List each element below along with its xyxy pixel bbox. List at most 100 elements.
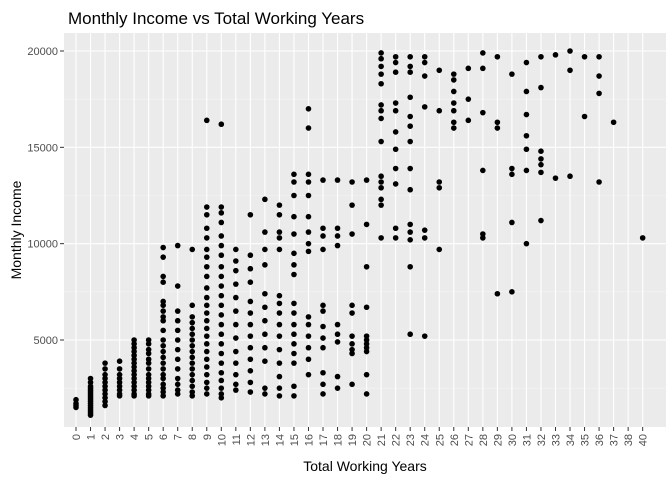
data-point xyxy=(349,310,355,316)
data-point xyxy=(116,375,123,382)
data-point xyxy=(203,385,210,391)
data-point xyxy=(160,348,166,355)
data-point xyxy=(291,213,297,220)
data-point xyxy=(480,231,486,237)
data-point xyxy=(131,368,137,374)
data-point xyxy=(407,165,413,172)
chart-title: Monthly Income vs Total Working Years xyxy=(68,9,364,28)
data-point xyxy=(131,337,137,343)
data-point xyxy=(291,262,297,268)
x-tick-label: 6 xyxy=(158,434,170,440)
data-point xyxy=(116,358,123,364)
data-point xyxy=(218,302,225,309)
data-point xyxy=(349,341,355,347)
data-point xyxy=(131,356,137,363)
data-point xyxy=(203,310,210,316)
data-point xyxy=(334,233,341,239)
data-point xyxy=(596,53,602,60)
data-point xyxy=(189,246,196,253)
x-tick-label: 34 xyxy=(565,434,577,446)
data-point xyxy=(203,371,210,378)
data-point xyxy=(174,381,181,388)
x-tick-label: 31 xyxy=(521,434,533,446)
data-point xyxy=(174,337,181,343)
data-point xyxy=(494,290,501,297)
x-tick-label: 13 xyxy=(260,434,272,446)
data-point xyxy=(305,213,312,220)
x-tick-label: 7 xyxy=(173,434,185,440)
data-point xyxy=(262,331,268,338)
y-axis: 5000 10000 15000 20000 xyxy=(27,46,64,347)
data-point xyxy=(102,371,108,378)
x-tick-label: 32 xyxy=(536,434,548,446)
data-point xyxy=(436,184,443,191)
data-point xyxy=(378,80,384,87)
data-point xyxy=(538,217,544,224)
data-point xyxy=(131,379,137,386)
x-tick-label: 19 xyxy=(347,434,359,446)
x-tick-label: 9 xyxy=(202,434,214,440)
data-point xyxy=(160,298,166,305)
data-point xyxy=(145,375,152,382)
data-point xyxy=(247,310,254,316)
data-point xyxy=(203,235,210,241)
data-point xyxy=(407,229,413,235)
data-point xyxy=(262,196,268,203)
data-point xyxy=(363,371,370,378)
data-point xyxy=(203,356,210,363)
data-point xyxy=(247,344,254,351)
data-point xyxy=(334,225,341,232)
data-point xyxy=(174,391,181,397)
data-point xyxy=(450,100,457,106)
data-point xyxy=(421,227,428,233)
data-point xyxy=(305,125,312,131)
data-point xyxy=(233,267,239,274)
x-tick-label: 40 xyxy=(638,434,650,446)
data-point xyxy=(203,263,210,270)
data-point xyxy=(160,317,166,324)
data-point xyxy=(276,235,283,241)
data-point xyxy=(174,327,181,334)
data-point xyxy=(203,317,210,324)
data-point xyxy=(276,246,283,253)
data-point xyxy=(523,132,530,139)
data-point xyxy=(189,337,196,343)
y-tick-label: 10000 xyxy=(27,239,58,251)
data-point xyxy=(334,339,341,345)
data-point xyxy=(291,300,297,307)
data-point xyxy=(262,262,268,268)
data-point xyxy=(116,393,123,399)
data-point xyxy=(247,368,254,374)
data-point xyxy=(436,107,443,114)
data-point xyxy=(218,331,225,338)
data-point xyxy=(596,73,602,79)
data-point xyxy=(131,375,137,382)
data-point xyxy=(320,381,326,388)
data-point xyxy=(73,404,79,411)
data-point xyxy=(131,352,137,359)
data-point xyxy=(334,331,341,338)
data-point xyxy=(291,192,297,199)
data-point xyxy=(538,169,544,176)
data-point xyxy=(131,341,137,347)
x-tick-label: 38 xyxy=(623,434,635,446)
data-point xyxy=(160,385,166,391)
data-point xyxy=(378,184,384,191)
data-point xyxy=(102,387,108,393)
data-point xyxy=(363,177,370,183)
x-tick-label: 20 xyxy=(362,434,374,446)
x-tick-label: 18 xyxy=(333,434,345,446)
data-point xyxy=(567,173,573,180)
x-tick-label: 11 xyxy=(231,434,243,445)
data-point xyxy=(276,292,283,299)
data-point xyxy=(421,53,428,60)
data-point xyxy=(189,360,196,366)
x-tick-label: 37 xyxy=(609,434,621,446)
data-point xyxy=(87,375,94,382)
data-point xyxy=(203,348,210,355)
data-point xyxy=(189,377,196,384)
y-tick-label: 20000 xyxy=(27,46,58,58)
data-point xyxy=(291,231,297,237)
data-point xyxy=(233,308,239,314)
data-point xyxy=(450,77,457,83)
